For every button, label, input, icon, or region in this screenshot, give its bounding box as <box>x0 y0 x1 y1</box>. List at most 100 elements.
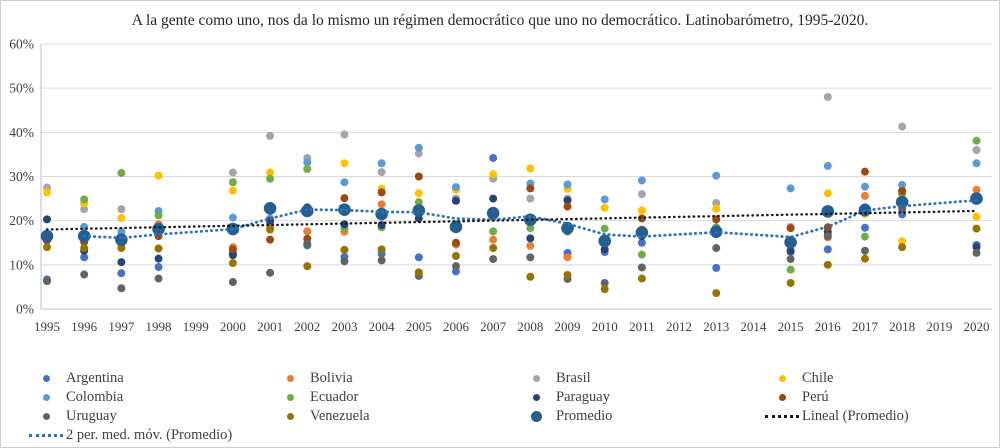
data-point-bolivia-2008 <box>526 241 535 250</box>
data-point-uruguay-1998 <box>154 274 163 283</box>
x-tick-label: 2003 <box>331 319 357 334</box>
scatter-plot: 0% 10% 20% 30% 40% 50% 60% 1995 1996 1997 1998 1999… <box>9 37 992 334</box>
data-point-promedio-2020 <box>970 192 983 205</box>
legend-item-paraguay: Paraguay <box>519 389 765 406</box>
x-tick-label: 2016 <box>815 319 842 334</box>
data-point-venezuela-2001 <box>266 225 275 234</box>
x-tick-label: 2007 <box>480 319 507 334</box>
data-point-chile-2016 <box>823 189 832 198</box>
data-point-promedio-2006 <box>449 220 463 234</box>
data-point-brasil-1997 <box>117 205 126 214</box>
x-tick-label: 2001 <box>257 319 283 334</box>
legend-item-argentina: Argentina <box>29 370 273 387</box>
x-axis-tick-labels: 1995 1996 1997 1998 1999 2000 2001 2002 2003 2004… <box>34 319 990 334</box>
data-point-venezuela-1996 <box>80 244 89 253</box>
y-tick-label: 30% <box>9 169 34 184</box>
series-argentina <box>43 153 981 284</box>
data-point-uruguay-2011 <box>637 263 646 272</box>
data-point-paraguay-1998 <box>154 254 163 263</box>
data-point-venezuela-2020 <box>972 224 981 233</box>
data-point-uruguay-2020 <box>972 248 981 257</box>
data-point-uruguay-2003 <box>340 257 349 266</box>
x-tick-label: 2002 <box>294 319 320 334</box>
data-point-paraguay-1995 <box>43 215 51 224</box>
data-point-chile-2011 <box>637 206 646 215</box>
chart-title: A la gente como uno, nos da lo mismo un … <box>131 12 869 29</box>
data-point-promedio-2002 <box>300 204 314 218</box>
data-point-colombia-2009 <box>563 180 572 189</box>
gridlines <box>41 43 992 310</box>
legend-label: Brasil <box>556 370 591 386</box>
legend-item-uruguay: Uruguay <box>29 408 273 425</box>
data-point-colombia-2017 <box>860 182 869 191</box>
data-point-colombia-2010 <box>600 195 609 204</box>
data-point-paraguay-2007 <box>489 194 498 203</box>
trend-line <box>45 209 978 231</box>
data-point-colombia-2006 <box>451 183 460 192</box>
data-point-colombia-2016 <box>823 161 832 170</box>
data-point-ecuador-2015 <box>786 265 795 274</box>
data-point-colombia-2011 <box>637 176 646 185</box>
y-tick-label: 20% <box>9 213 34 228</box>
data-point-chile-2013 <box>712 204 721 213</box>
y-tick-label: 10% <box>9 257 34 272</box>
data-point-argentina-1997 <box>117 269 126 278</box>
data-point-venezuela-2017 <box>860 254 869 263</box>
data-point-ecuador-1998 <box>154 211 163 220</box>
data-point-venezuela-1997 <box>117 244 126 253</box>
legend-label: Uruguay <box>66 408 117 424</box>
data-point-uruguay-2004 <box>377 256 386 265</box>
legend-dot-marker <box>29 394 63 401</box>
y-axis-tick-labels: 0% 10% 20% 30% 40% 50% 60% <box>9 37 34 317</box>
legend-item-chile: Chile <box>765 370 993 387</box>
data-point-venezuela-2010 <box>600 285 609 294</box>
x-tick-label: 1999 <box>183 319 209 334</box>
x-tick-label: 2014 <box>740 319 767 334</box>
data-point-ecuador-2008 <box>526 224 535 233</box>
data-point-uruguay-2016 <box>823 232 832 241</box>
series-uruguay <box>43 204 981 293</box>
data-point-per-2018 <box>898 187 907 196</box>
data-point-colombia-2020 <box>972 159 981 168</box>
data-point-ecuador-2001 <box>266 174 275 183</box>
series-chile <box>43 159 981 246</box>
legend-dot-marker <box>765 375 799 382</box>
data-point-argentina-2011 <box>637 238 646 247</box>
data-point-venezuela-2016 <box>823 260 832 269</box>
data-point-ecuador-2000 <box>228 178 237 187</box>
data-point-promedio-2011 <box>635 226 649 239</box>
x-tick-label: 2004 <box>369 319 396 334</box>
legend-dotted-line-marker <box>765 415 799 418</box>
data-point-promedio-2001 <box>263 202 277 215</box>
data-point-per-2011 <box>637 214 646 223</box>
data-point-uruguay-2015 <box>786 255 795 264</box>
data-point-promedio-2016 <box>821 205 835 218</box>
data-point-per-2013 <box>712 215 721 224</box>
data-point-paraguay-2003 <box>340 220 349 229</box>
data-point-venezuela-2005 <box>414 268 423 277</box>
data-point-brasil-2000 <box>228 168 237 177</box>
data-point-uruguay-1996 <box>80 270 89 279</box>
data-point-colombia-2003 <box>340 178 349 187</box>
data-point-per-2009 <box>563 202 572 211</box>
data-point-colombia-2000 <box>228 213 237 222</box>
legend-dot-marker <box>29 375 63 382</box>
data-point-argentina-2005 <box>414 253 423 262</box>
data-point-brasil-2008 <box>526 194 535 203</box>
x-tick-label: 2011 <box>629 319 655 334</box>
data-point-per-2017 <box>860 167 869 176</box>
data-point-chile-2003 <box>340 159 349 168</box>
x-tick-label: 2006 <box>443 319 470 334</box>
data-point-ecuador-2005 <box>414 198 423 207</box>
data-point-paraguay-2015 <box>786 246 795 255</box>
data-point-chile-1995 <box>43 188 51 197</box>
data-point-bolivia-2017 <box>860 191 869 200</box>
data-point-brasil-1996 <box>80 205 89 214</box>
data-point-chile-2005 <box>414 189 423 198</box>
data-point-argentina-2016 <box>823 245 832 254</box>
data-point-brasil-2011 <box>637 190 646 199</box>
x-tick-label: 2005 <box>406 319 432 334</box>
data-point-per-2005 <box>414 172 423 181</box>
legend-item-ecuador: Ecuador <box>273 389 519 406</box>
legend-item-bolivia: Bolivia <box>273 370 519 387</box>
